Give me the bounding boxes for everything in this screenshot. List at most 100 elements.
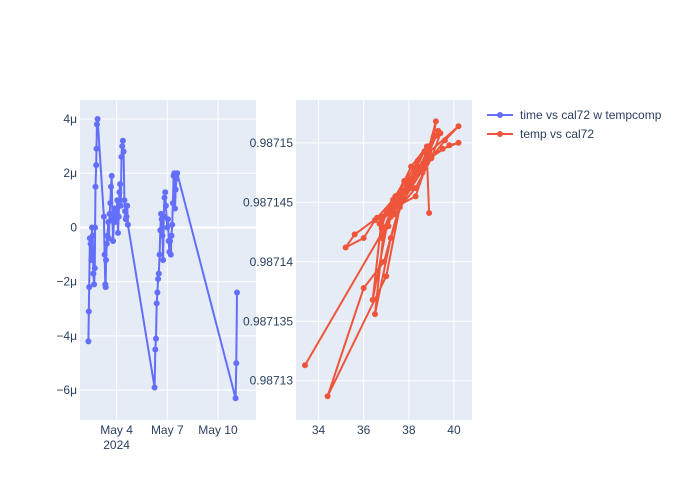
left-data-point[interactable] — [91, 265, 98, 272]
left-data-point[interactable] — [167, 251, 174, 258]
right-data-point[interactable] — [437, 130, 444, 137]
left-data-point[interactable] — [234, 289, 240, 296]
left-data-point[interactable] — [85, 338, 92, 345]
left-data-point[interactable] — [157, 227, 164, 234]
right-data-point[interactable] — [342, 244, 349, 251]
right-data-point[interactable] — [360, 235, 367, 241]
left-data-point[interactable] — [154, 289, 161, 296]
right-data-point[interactable] — [374, 214, 381, 221]
right-data-point[interactable] — [432, 118, 439, 125]
left-data-point[interactable] — [103, 240, 110, 247]
right-data-point[interactable] — [419, 166, 426, 172]
right-data-point[interactable] — [439, 145, 446, 152]
left-data-point[interactable] — [165, 216, 171, 223]
right-data-point[interactable] — [351, 231, 358, 238]
left-data-point[interactable] — [108, 172, 115, 179]
left-data-point[interactable] — [120, 148, 127, 155]
right-data-point[interactable] — [455, 123, 462, 130]
right-data-point[interactable] — [421, 148, 428, 155]
left-data-point[interactable] — [159, 232, 166, 239]
right-data-point[interactable] — [378, 216, 385, 222]
right-data-point[interactable] — [381, 258, 387, 265]
right-data-point[interactable] — [426, 149, 433, 156]
left-data-point[interactable] — [119, 143, 126, 150]
left-data-point[interactable] — [87, 240, 94, 247]
left-data-point[interactable] — [124, 202, 131, 209]
left-data-point[interactable] — [90, 270, 97, 277]
left-data-point[interactable] — [91, 281, 98, 288]
right-data-point[interactable] — [369, 296, 376, 303]
left-data-point[interactable] — [117, 181, 124, 188]
left-data-point[interactable] — [124, 221, 131, 228]
right-data-point[interactable] — [408, 163, 415, 170]
right-data-point[interactable] — [432, 132, 439, 139]
left-data-point[interactable] — [85, 308, 92, 315]
right-data-point[interactable] — [387, 202, 394, 209]
right-data-point[interactable] — [423, 154, 430, 161]
left-data-point[interactable] — [94, 116, 101, 122]
right-data-point[interactable] — [446, 142, 453, 149]
right-data-point[interactable] — [360, 285, 367, 291]
right-data-point[interactable] — [302, 362, 308, 369]
right-data-point[interactable] — [410, 177, 417, 184]
left-data-point[interactable] — [156, 251, 163, 258]
right-data-point[interactable] — [441, 137, 448, 144]
left-data-point[interactable] — [173, 175, 180, 182]
right-data-point[interactable] — [324, 393, 331, 400]
left-data-point[interactable] — [108, 183, 114, 190]
left-data-point[interactable] — [102, 284, 109, 291]
left-data-point[interactable] — [151, 384, 158, 391]
right-data-point[interactable] — [414, 157, 421, 164]
left-data-point[interactable] — [174, 170, 181, 177]
right-data-point[interactable] — [401, 180, 408, 187]
left-data-point[interactable] — [172, 205, 178, 212]
legend-item-time-vs-cal72[interactable]: time vs cal72 w tempcomp — [487, 108, 662, 122]
right-data-point[interactable] — [390, 196, 396, 203]
right-data-point[interactable] — [428, 155, 435, 162]
right-data-point[interactable] — [383, 273, 390, 280]
right-data-point[interactable] — [426, 210, 433, 216]
right-data-point[interactable] — [378, 235, 385, 241]
right-data-point[interactable] — [403, 185, 410, 191]
left-data-point[interactable] — [122, 208, 129, 215]
left-data-point[interactable] — [93, 145, 100, 152]
left-data-point[interactable] — [160, 257, 167, 263]
right-data-point[interactable] — [396, 204, 403, 211]
right-data-point[interactable] — [399, 189, 406, 196]
left-data-point[interactable] — [123, 213, 130, 220]
right-data-point[interactable] — [408, 185, 415, 191]
left-data-point[interactable] — [100, 213, 107, 220]
left-data-point[interactable] — [103, 257, 109, 263]
left-data-point[interactable] — [101, 251, 108, 258]
left-data-point[interactable] — [118, 153, 125, 160]
right-data-point[interactable] — [372, 311, 378, 318]
left-data-point[interactable] — [172, 186, 179, 193]
right-data-point[interactable] — [423, 143, 430, 150]
right-data-point[interactable] — [376, 220, 383, 227]
left-data-point[interactable] — [107, 200, 114, 207]
right-data-point[interactable] — [394, 195, 401, 202]
right-data-point[interactable] — [412, 185, 419, 191]
left-data-point[interactable] — [89, 232, 96, 239]
left-data-point[interactable] — [232, 395, 239, 402]
left-data-point[interactable] — [168, 232, 175, 239]
left-data-point[interactable] — [155, 276, 162, 282]
left-data-point[interactable] — [92, 224, 99, 231]
left-data-point[interactable] — [93, 121, 100, 128]
left-data-point[interactable] — [114, 197, 121, 204]
left-data-point[interactable] — [164, 224, 171, 231]
left-data-point[interactable] — [152, 346, 159, 353]
left-data-point[interactable] — [161, 194, 168, 201]
right-data-point[interactable] — [414, 166, 421, 172]
left-data-point[interactable] — [119, 137, 126, 144]
left-data-point[interactable] — [93, 162, 100, 169]
right-data-point[interactable] — [383, 207, 390, 214]
left-data-point[interactable] — [162, 202, 169, 209]
left-data-point[interactable] — [115, 229, 121, 236]
left-data-point[interactable] — [115, 213, 122, 220]
left-data-point[interactable] — [106, 210, 113, 217]
right-data-point[interactable] — [412, 173, 419, 180]
left-data-point[interactable] — [121, 197, 128, 204]
left-data-point[interactable] — [92, 183, 99, 190]
legend[interactable]: time vs cal72 w tempcomp temp vs cal72 — [487, 108, 662, 141]
